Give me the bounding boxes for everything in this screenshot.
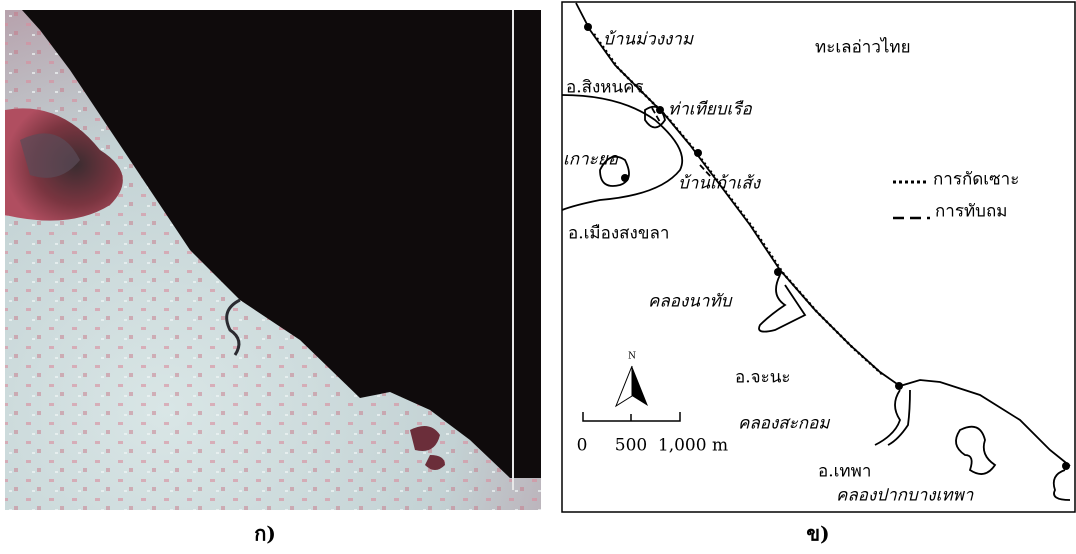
place-label: บ้านเก้าเส้ง [678, 174, 762, 194]
place-label: อ.เมืองสงขลา [568, 224, 669, 244]
place-label: เกาะยอ [563, 150, 619, 170]
panel-label: ข) [806, 522, 829, 546]
scale-bar: 0 500 1,000 m [577, 412, 729, 456]
legend-label: การกัดเซาะ [933, 170, 1019, 190]
place-label: อ.สิงหนคร [566, 78, 644, 98]
scale-label: 1,000 m [658, 436, 728, 456]
place-label: ท่าเทียบเรือ [668, 100, 752, 120]
scale-label: 0 [577, 436, 588, 456]
place-label: อ.เทพา [818, 462, 871, 482]
place-label: ทะเลอ่าวไทย [815, 37, 911, 58]
legend: การกัดเซาะ การทับถม [893, 170, 1019, 222]
figure: ก) บ้านม่วงงาม ทะเลอ่าวไทยอ.สิงหนครท่าเที… [0, 0, 1076, 554]
scale-label: 500 [615, 436, 647, 456]
panel-label: ก) [254, 522, 276, 546]
place-label: คลองสะกอม [738, 414, 830, 434]
north-label: N [628, 352, 636, 362]
satellite-image [5, 10, 541, 510]
place-label: บ้านม่วงงาม [603, 30, 694, 50]
figure-svg: ก) บ้านม่วงงาม ทะเลอ่าวไทยอ.สิงหนครท่าเที… [0, 0, 1076, 554]
place-label: คลองปากบางเทพา [836, 486, 974, 506]
map-points [584, 23, 1070, 470]
legend-label: การทับถม [935, 202, 1007, 222]
place-label: อ.จะนะ [735, 368, 790, 388]
place-label: คลองนาทับ [648, 292, 733, 312]
north-arrow: N [616, 352, 648, 407]
